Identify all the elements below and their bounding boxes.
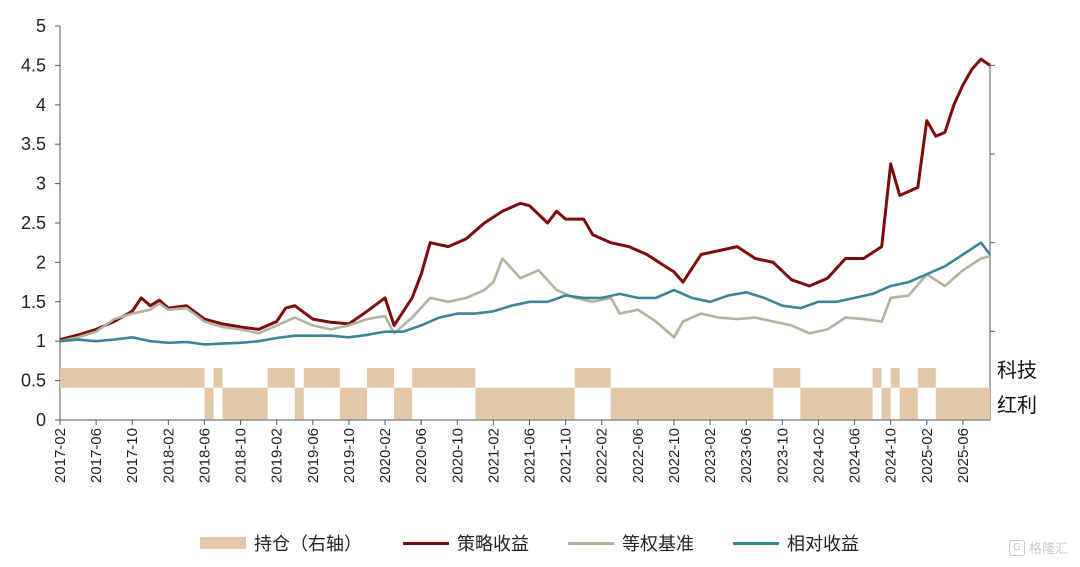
x-tick-label: 2024-10 — [883, 428, 900, 483]
legend-label-position: 持仓（右轴） — [254, 534, 362, 555]
x-tick-label: 2022-02 — [594, 428, 611, 483]
y-tick-label: 5 — [36, 16, 46, 36]
legend-swatch-benchmark — [568, 541, 614, 545]
y-tick-label: 3.5 — [21, 134, 46, 154]
position-bar-tech — [773, 367, 801, 388]
legend-label-benchmark: 等权基准 — [622, 534, 694, 555]
position-bar-tech — [872, 367, 882, 388]
position-bar-tech — [917, 367, 936, 388]
x-tick-label: 2023-10 — [774, 428, 791, 483]
strategy-line — [59, 57, 991, 342]
position-bar-dividend — [204, 387, 214, 420]
legend-label-strategy: 策略收益 — [457, 534, 529, 555]
x-tick-label: 2018-02 — [160, 428, 177, 483]
watermark-logo-icon: G — [1008, 539, 1025, 556]
legend-swatch-position — [200, 537, 246, 549]
position-bar-tech — [366, 367, 395, 388]
x-tick-label: 2021-06 — [522, 428, 539, 483]
benchmark-line — [59, 254, 991, 343]
y-tick-label: 0 — [36, 410, 46, 430]
legend-label-relative: 相对收益 — [787, 534, 859, 555]
y-tick-label: 0.5 — [21, 371, 46, 391]
x-tick-label: 2017-02 — [52, 428, 69, 483]
x-tick-label: 2019-06 — [305, 428, 322, 483]
y-tick-label: 1.5 — [21, 292, 46, 312]
position-bar-dividend — [222, 387, 268, 420]
x-tick-label: 2020-10 — [449, 428, 466, 483]
position-bar-dividend — [935, 387, 990, 420]
right-label-dividend: 红利 — [997, 393, 1037, 417]
x-tick-label: 2017-10 — [124, 428, 141, 483]
x-tick-label: 2018-10 — [233, 428, 250, 483]
y-tick-label: 1 — [36, 331, 46, 351]
legend: 持仓（右轴） 策略收益 等权基准 相对收益 — [0, 526, 1080, 560]
watermark: G 格隆汇 — [1008, 538, 1068, 557]
position-bar-tech — [213, 367, 223, 388]
x-tick-label: 2022-10 — [666, 428, 683, 483]
x-tick-label: 2025-02 — [919, 428, 936, 483]
legend-item-relative: 相对收益 — [733, 526, 859, 560]
position-bar-tech — [267, 367, 295, 388]
position-bar-tech — [574, 367, 611, 388]
position-bar-tech — [890, 367, 900, 388]
x-tick-label: 2021-10 — [558, 428, 575, 483]
legend-item-position: 持仓（右轴） — [200, 526, 362, 560]
x-tick-label: 2019-10 — [341, 428, 358, 483]
relative-line — [59, 241, 992, 346]
position-bar-tech — [412, 367, 476, 388]
x-axis: 2017-02 2017-06 2017-10 2018-02 2018-06 2018-… — [52, 419, 990, 483]
x-tick-label: 2019-02 — [269, 428, 286, 483]
x-tick-label: 2025-06 — [955, 428, 972, 483]
x-tick-label: 2018-06 — [196, 428, 213, 483]
x-tick-label: 2024-02 — [810, 428, 827, 483]
watermark-text: 格隆汇 — [1028, 542, 1068, 557]
chart-canvas: 00.511.522.533.544.55 2017-02 2017-06 2017… — [21, 16, 1037, 483]
position-bar-dividend — [339, 387, 367, 420]
x-tick-label: 2020-02 — [377, 428, 394, 483]
position-bar-dividend — [610, 387, 774, 420]
y-axis: 0 0.5 1 1.5 2 2.5 3 3.5 4 4.5 5 — [21, 16, 61, 430]
position-bar-dividend — [475, 387, 575, 420]
legend-item-benchmark: 等权基准 — [568, 526, 694, 560]
position-bars — [60, 367, 990, 420]
legend-swatch-relative — [733, 541, 779, 545]
y-tick-label: 4 — [36, 95, 46, 115]
x-tick-label: 2020-06 — [413, 428, 430, 483]
position-bar-tech — [60, 367, 205, 388]
x-tick-label: 2023-02 — [702, 428, 719, 483]
position-bar-tech — [303, 367, 340, 388]
y-tick-label: 3 — [36, 174, 46, 194]
position-bar-dividend — [881, 387, 891, 420]
series-lines — [59, 57, 992, 346]
right-axis — [989, 64, 995, 420]
y-tick-label: 4.5 — [21, 55, 46, 75]
position-bar-dividend — [394, 387, 413, 420]
x-tick-label: 2023-06 — [738, 428, 755, 483]
x-tick-label: 2017-06 — [88, 428, 105, 483]
legend-swatch-strategy — [403, 541, 449, 545]
position-bar-dividend — [899, 387, 918, 420]
x-tick-label: 2021-02 — [485, 428, 502, 483]
x-tick-label: 2024-06 — [847, 428, 864, 483]
y-tick-label: 2.5 — [21, 213, 46, 233]
right-label-tech: 科技 — [997, 358, 1037, 382]
position-bar-dividend — [294, 387, 304, 420]
x-tick-label: 2022-06 — [630, 428, 647, 483]
legend-item-strategy: 策略收益 — [403, 526, 529, 560]
position-bar-dividend — [800, 387, 873, 420]
y-tick-label: 2 — [36, 252, 46, 272]
